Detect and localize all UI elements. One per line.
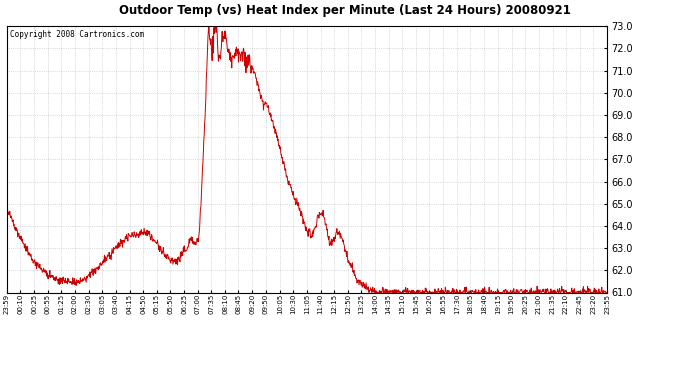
Text: Outdoor Temp (vs) Heat Index per Minute (Last 24 Hours) 20080921: Outdoor Temp (vs) Heat Index per Minute … [119, 4, 571, 17]
Text: Copyright 2008 Cartronics.com: Copyright 2008 Cartronics.com [10, 30, 144, 39]
